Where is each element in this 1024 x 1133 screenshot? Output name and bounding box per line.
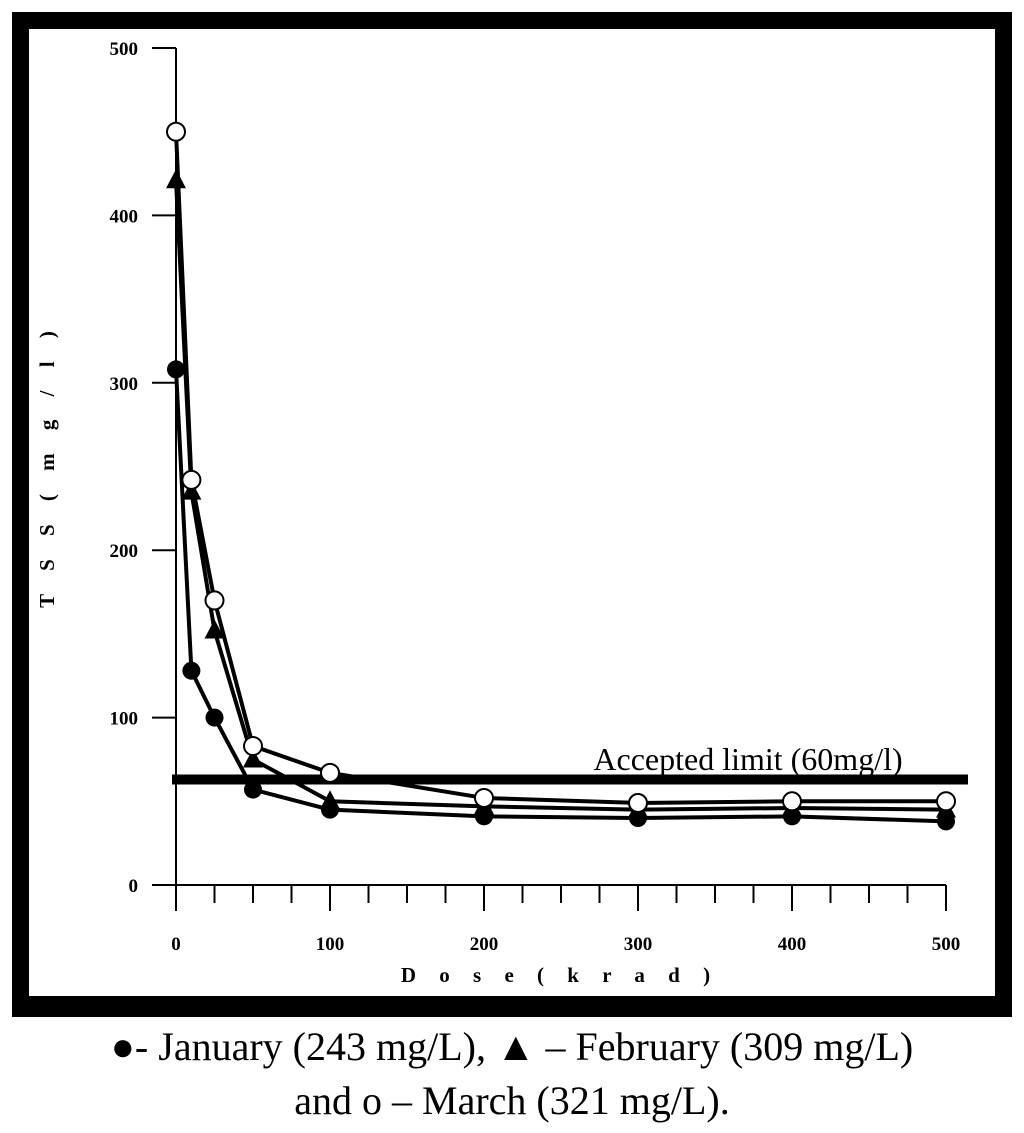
y-axis-title: T S S ( m g / l ) [35,322,59,608]
y-tick-label: 200 [110,541,139,562]
y-tick-label: 100 [110,709,139,730]
data-point-filled-circle [205,708,224,727]
x-tick-label: 500 [932,934,961,955]
x-tick-label: 300 [624,934,653,955]
data-point-open-circle [320,762,340,783]
series-line-open-circle [174,131,946,805]
caption-line-2: and o – March (321 mg/L). [294,1078,730,1123]
data-point-filled-circle [167,360,185,379]
data-point-filled-triangle [204,619,225,639]
series-line-filled-triangle [174,180,947,812]
y-tick-label: 0 [129,876,139,897]
data-point-filled-circle [182,661,201,680]
data-point-open-circle [936,791,956,812]
axes: 0 100 200 300 400 500 0 100 200 300 400 500 [110,39,961,955]
reference-line-label: Accepted limit (60mg/l) [593,741,902,777]
data-point-open-circle [166,121,186,142]
y-tick-label: 300 [110,374,139,395]
y-tick-label: 400 [110,206,139,227]
data-point-open-circle [474,787,494,808]
data-point-open-circle [628,792,648,813]
x-tick-label: 100 [316,934,345,955]
x-tick-label: 0 [171,934,181,955]
plot-panel [26,26,998,999]
data-point-open-circle [782,791,802,812]
x-tick-label: 400 [778,934,807,955]
data-point-filled-circle [244,780,262,799]
data-point-open-circle [204,590,225,611]
tss-dose-chart: 0 100 200 300 400 500 0 100 200 300 400 500 D o s e… [35,39,968,987]
data-point-open-circle [181,469,202,490]
data-point-filled-triangle [166,169,186,189]
data-point-filled-triangle [243,748,263,768]
figure-caption: ●- January (243 mg/L), ▲ – February (309… [0,1020,1024,1128]
x-tick-label: 200 [470,934,499,955]
y-tick-label: 500 [110,39,139,60]
data-point-open-circle [243,736,263,757]
caption-line-1: ●- January (243 mg/L), ▲ – February (309… [110,1024,914,1069]
data-point-filled-triangle [320,790,340,810]
x-axis-title: D o s e ( k r a d ) [401,963,719,987]
series-group [166,121,956,831]
